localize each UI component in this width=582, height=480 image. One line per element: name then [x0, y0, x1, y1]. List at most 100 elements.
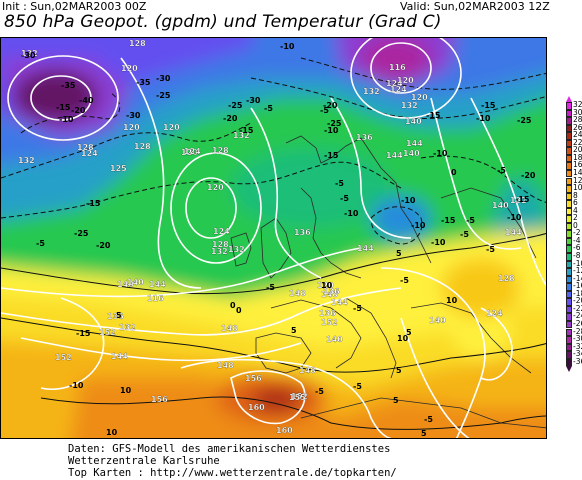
- geopotential-label: 128: [498, 274, 515, 283]
- colorbar-label: -18: [573, 288, 582, 298]
- colorbar-label: 20: [573, 145, 582, 155]
- temperature-label: 10: [120, 386, 132, 395]
- isotherms: [1, 57, 546, 430]
- geopotential-label: 136: [323, 287, 340, 296]
- temperature-label: -30: [21, 51, 36, 60]
- footer-organization: Wetterzentrale Karlsruhe: [68, 455, 220, 467]
- temperature-label: -20: [323, 101, 338, 110]
- temperature-label: -10: [344, 209, 359, 218]
- colorbar-swatch: [566, 162, 572, 170]
- colorbar-swatch: [566, 328, 572, 337]
- temperature-label: -25: [74, 229, 89, 238]
- colorbar-swatch: [566, 177, 572, 186]
- geopotential-label: 120: [121, 64, 138, 73]
- colorbar-max-arrow: [566, 96, 572, 102]
- temperature-label: -5: [315, 387, 324, 396]
- geopotential-label: 120: [123, 123, 140, 132]
- colorbar-swatch: [566, 102, 572, 110]
- colorbar-label: 16: [573, 160, 582, 170]
- geopotential-label: 128: [212, 240, 229, 249]
- colorbar-swatch: [566, 343, 572, 352]
- temperature-label: -25: [156, 91, 171, 100]
- colorbar-swatch: [566, 185, 572, 193]
- geopotential-label: 140: [492, 201, 509, 210]
- temperature-label: -15: [76, 329, 91, 338]
- colorbar-swatch: [566, 117, 572, 125]
- temperature-label: -10: [280, 42, 295, 51]
- temperature-label: 5: [396, 249, 402, 258]
- geopotential-label: 128: [77, 143, 94, 152]
- temperature-label: 10: [446, 296, 458, 305]
- temperature-label: -35: [61, 81, 76, 90]
- temperature-label: -30: [126, 111, 141, 120]
- temperature-label: -5: [486, 245, 495, 254]
- colorbar-label: 4: [573, 205, 578, 215]
- geopotential-label: 155: [289, 393, 306, 402]
- colorbar-label: -30: [573, 334, 582, 344]
- temperature-label: -5: [264, 104, 273, 113]
- geopotential-label: 124: [386, 79, 403, 88]
- colorbar-swatch: [566, 336, 572, 344]
- geopotential-label: 120: [317, 281, 334, 290]
- geopotential-label: 144: [406, 139, 423, 148]
- temperature-label: 10: [106, 428, 118, 437]
- temperature-label: -15: [324, 151, 339, 160]
- colorbar-label: -4: [573, 235, 581, 245]
- colorbar-swatch: [566, 358, 572, 367]
- geopotential-label: 136: [107, 312, 124, 321]
- temperature-label: -15: [481, 101, 496, 110]
- geopotential-label: 128: [134, 142, 151, 151]
- geopotential-label: 140: [429, 316, 446, 325]
- geopotential-label: 125: [110, 164, 127, 173]
- colorbar-swatch: [566, 268, 572, 276]
- geopotential-label: 132: [233, 131, 250, 140]
- colorbar-label: 14: [573, 167, 582, 177]
- geopotential-label: 152: [99, 328, 116, 337]
- geopotential-label: 136: [319, 309, 336, 318]
- colorbar-label: -36: [573, 356, 582, 366]
- geopotential-label: 120: [397, 76, 414, 85]
- colorbar-swatch: [566, 132, 572, 140]
- geopotential-label: 128: [212, 146, 229, 155]
- colorbar-swatch: [566, 305, 572, 314]
- colorbar-label: -6: [573, 243, 581, 253]
- geopotential-label: 124: [486, 309, 503, 318]
- map-title: 850 hPa Geopot. (gpdm) und Temperatur (G…: [4, 12, 442, 32]
- geopotential-label: 140: [405, 117, 422, 126]
- geopotential-label: 120: [163, 123, 180, 132]
- colorbar-label: -24: [573, 311, 582, 321]
- temperature-label: -30: [246, 96, 261, 105]
- colorbar-swatch: [566, 283, 572, 291]
- temperature-label: -10: [411, 221, 426, 230]
- geopotential-label: 144: [331, 298, 348, 307]
- colorbar-label: 24: [573, 130, 582, 140]
- temperature-label: -5: [266, 283, 275, 292]
- weather-map: 128 132 120 116 124 120 128 124 120 128 132 128 120 1…: [0, 37, 547, 439]
- geopotential-label: 124: [184, 147, 201, 156]
- colorbar-swatch: [566, 169, 572, 178]
- colorbar-swatch: [566, 215, 572, 223]
- geopotential-label: 140: [403, 149, 420, 158]
- temperature-label: -15: [441, 216, 456, 225]
- temperature-label: -15: [239, 126, 254, 135]
- colorbar-label: 10: [573, 183, 582, 193]
- colorbar-label: 0: [573, 220, 578, 230]
- colorbar-swatch: [566, 139, 572, 148]
- valid-time: Valid: Sun,02MAR2003 12Z: [400, 0, 550, 13]
- colorbar-label: 28: [573, 115, 582, 125]
- temperature-label: -30: [156, 74, 171, 83]
- geopotential-label: 136: [294, 228, 311, 237]
- temperature-label: -10: [324, 126, 339, 135]
- temperature-label: 0: [451, 168, 457, 177]
- temperature-label: -5: [497, 166, 506, 175]
- colorbar-label: -20: [573, 296, 582, 306]
- geopotential-label: 116: [389, 63, 406, 72]
- colorbar-swatch: [566, 230, 572, 238]
- temperature-label: 5: [396, 366, 402, 375]
- temperature-label: -20: [96, 241, 111, 250]
- geopotential-label: 124: [81, 149, 98, 158]
- temperature-label: 0: [236, 306, 242, 315]
- temperature-label: -5: [340, 194, 349, 203]
